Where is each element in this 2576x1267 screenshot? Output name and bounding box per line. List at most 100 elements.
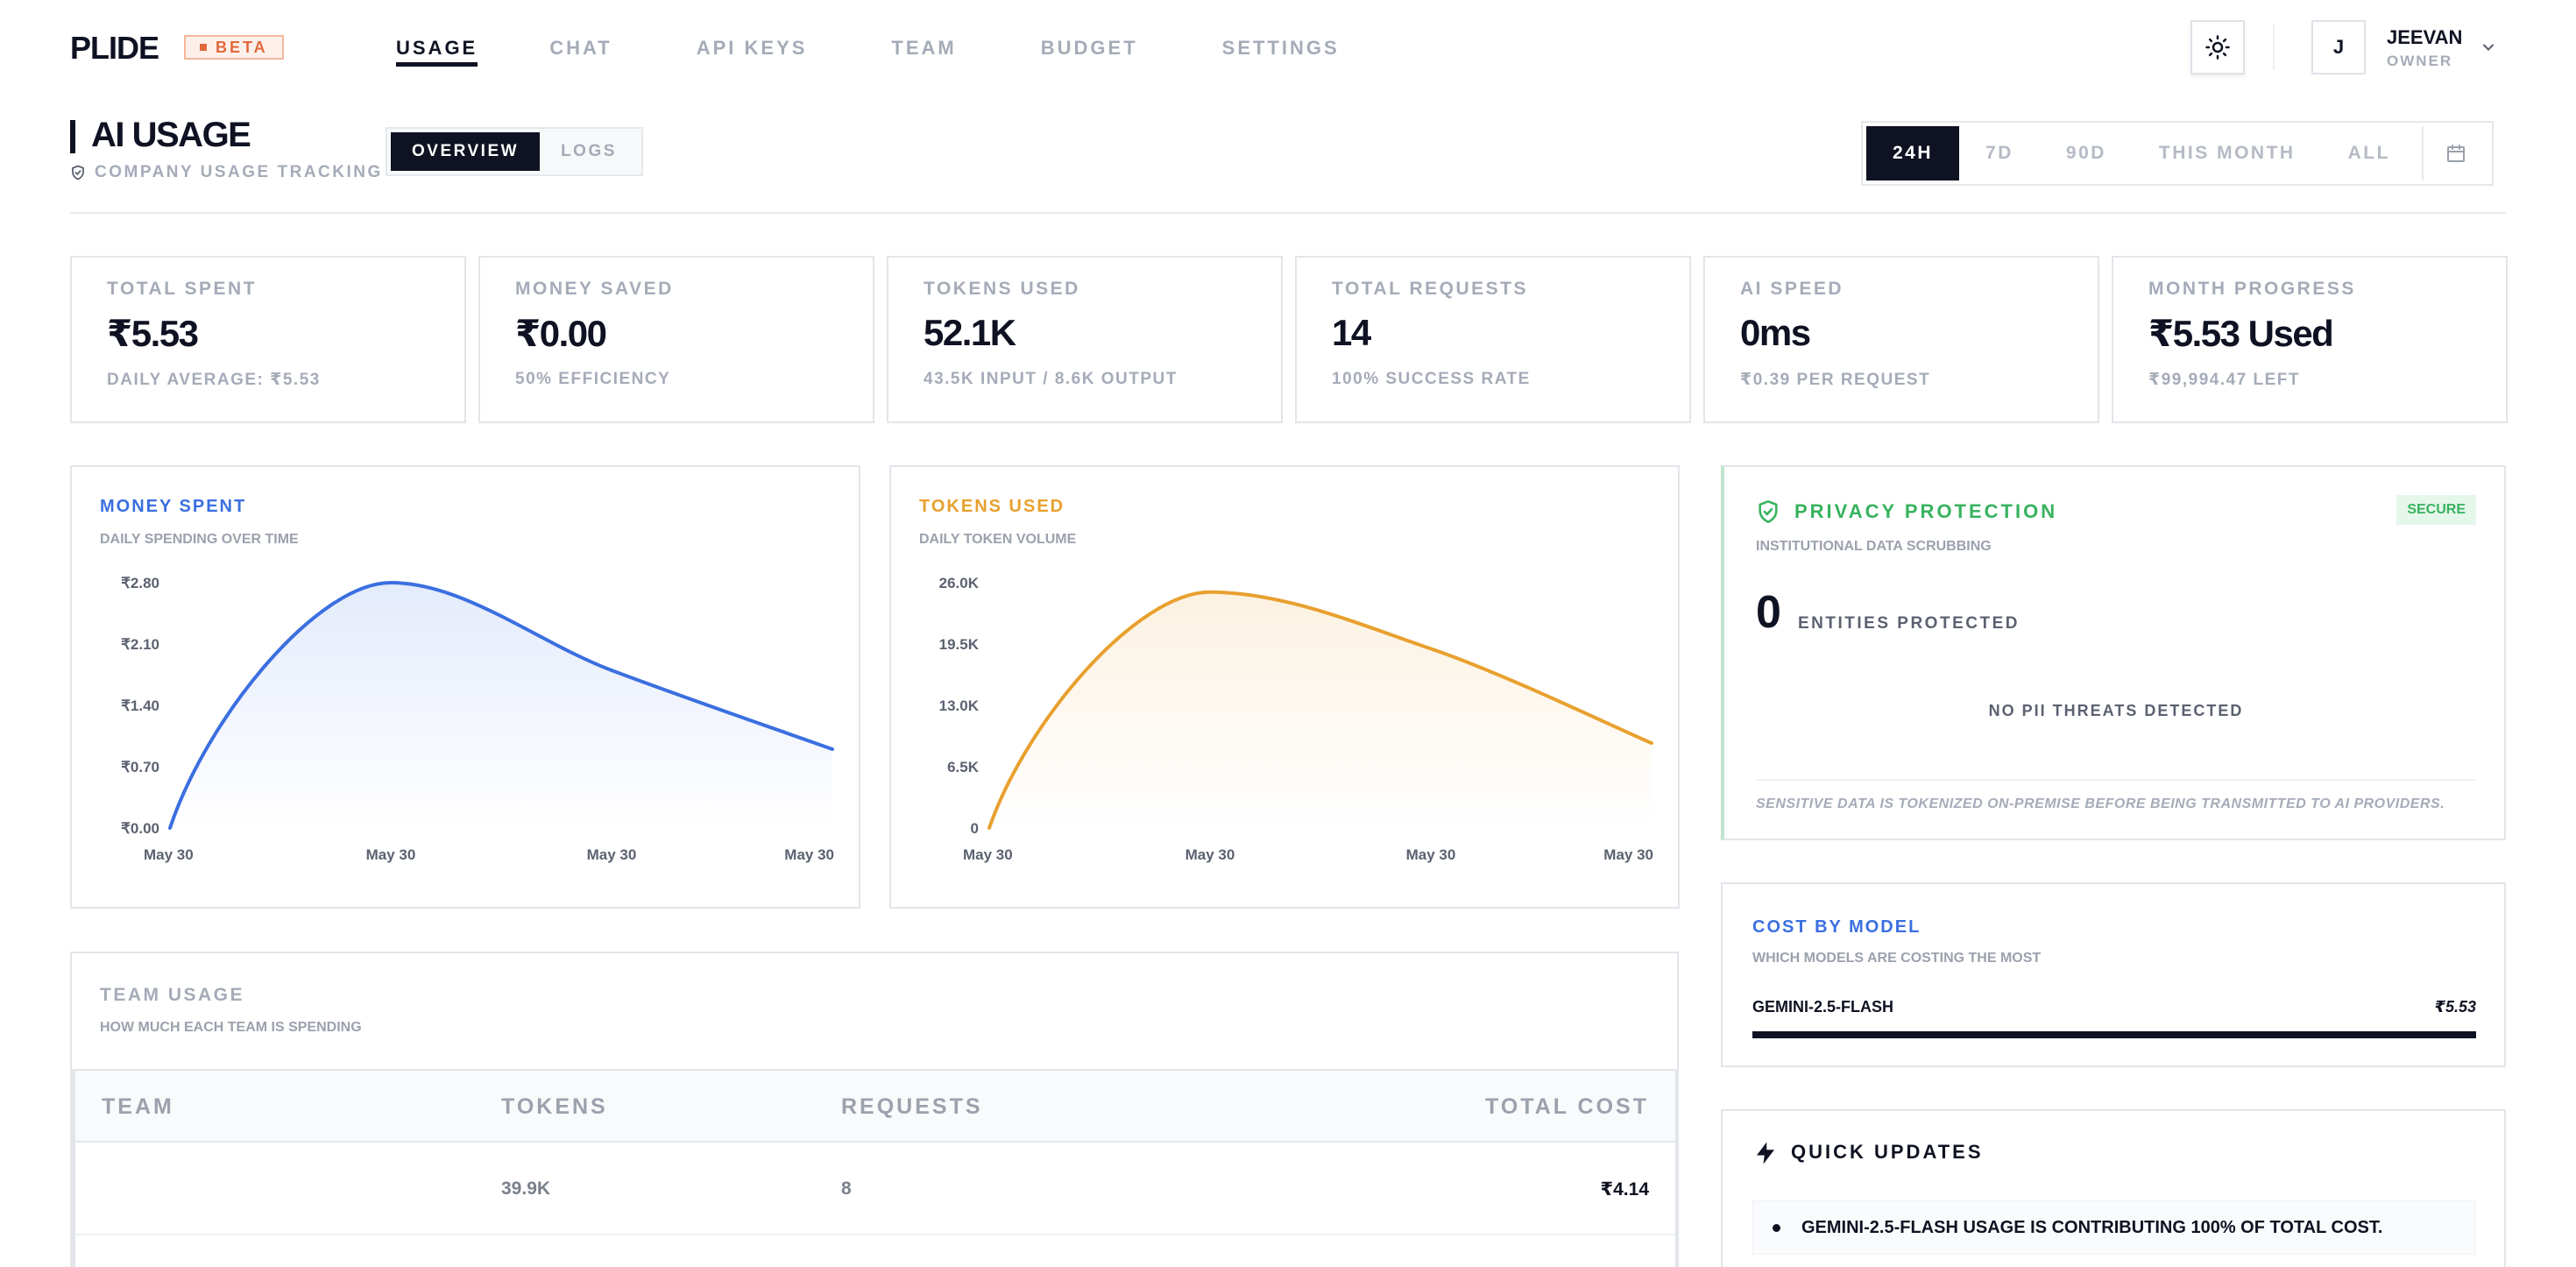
series-line [987, 590, 1653, 830]
secure-badge: SECURE [2396, 495, 2476, 525]
top-navigation-bar: PLIDE BETA USAGE CHAT API KEYS TEAM BUDG… [0, 0, 2576, 96]
range-7d-button[interactable]: 7D [1985, 143, 2013, 163]
column-header-total-cost[interactable]: TOTAL COST [1485, 1094, 1649, 1119]
range-this-month-button[interactable]: THIS MONTH [2158, 143, 2296, 163]
stat-label: TOTAL SPENT [107, 279, 258, 299]
logs-button[interactable]: LOGS [561, 142, 617, 160]
data-point [1209, 591, 1211, 593]
stat-subtext: DAILY AVERAGE: ₹5.53 [107, 371, 321, 389]
table-header-row: TEAM TOKENS REQUESTS TOTAL COST [75, 1071, 1675, 1143]
stat-value: ₹5.53 Used [2148, 313, 2334, 354]
x-tick-label: May 30 [963, 846, 1013, 863]
team-subtitle: HOW MUCH EACH TEAM IS SPENDING [100, 1020, 362, 1035]
page-title: AI USAGE [91, 116, 251, 154]
update-text: GEMINI-2.5-FLASH USAGE IS CONTRIBUTING 1… [1801, 1217, 2383, 1237]
cost-by-model-card: COST BY MODEL WHICH MODELS ARE COSTING T… [1721, 882, 2506, 1067]
chart-subtitle: DAILY TOKEN VOLUME [919, 532, 1077, 547]
model-name: GEMINI-2.5-FLASH [1752, 998, 1894, 1016]
y-tick-label: ₹0.00 [121, 820, 159, 837]
title-accent-bar [70, 120, 75, 153]
stat-value: ₹5.53 [107, 313, 199, 354]
data-point [390, 582, 392, 584]
updates-title: QUICK UPDATES [1791, 1141, 1984, 1163]
table-row[interactable] [75, 1235, 1675, 1267]
y-tick-label: 0 [971, 820, 979, 837]
y-tick-label: 19.5K [939, 636, 980, 653]
stat-label: TOKENS USED [924, 279, 1080, 299]
calendar-button[interactable] [2421, 126, 2488, 180]
theme-toggle-button[interactable] [2190, 20, 2245, 74]
stat-card-ai-speed: AI SPEED 0ms ₹0.39 PER REQUEST [1703, 256, 2099, 423]
stat-value: ₹0.00 [515, 313, 607, 354]
y-tick-label: ₹2.80 [121, 575, 159, 591]
range-24h-button[interactable]: 24H [1866, 126, 1960, 180]
column-header-tokens[interactable]: TOKENS [501, 1094, 608, 1119]
stat-label: MONTH PROGRESS [2148, 279, 2356, 299]
range-all-button[interactable]: ALL [2347, 143, 2390, 163]
stat-label: TOTAL REQUESTS [1332, 279, 1529, 299]
column-header-requests[interactable]: REQUESTS [841, 1094, 983, 1119]
chart-title: TOKENS USED [919, 497, 1065, 516]
stat-subtext: 43.5K INPUT / 8.6K OUTPUT [924, 370, 1178, 388]
stat-value: 52.1K [924, 312, 1016, 353]
tab-settings[interactable]: SETTINGS [1221, 37, 1340, 59]
entities-label: ENTITIES PROTECTED [1798, 614, 2020, 633]
tokens-used-chart: 26.0K 19.5K 13.0K 6.5K 0 May 30 May 30 May 30 Ma… [939, 575, 1653, 863]
area-fill [989, 591, 1652, 828]
stat-value: 0ms [1740, 312, 1811, 353]
column-header-team[interactable]: TEAM [102, 1094, 174, 1119]
table-row[interactable]: 39.9K 8 ₹4.14 [75, 1143, 1675, 1235]
stat-subtext: 100% SUCCESS RATE [1332, 370, 1531, 388]
update-item: GEMINI-2.5-FLASH USAGE IS CONTRIBUTING 1… [1752, 1200, 2476, 1255]
shield-icon [72, 165, 84, 180]
main-nav-tabs: USAGE CHAT API KEYS TEAM BUDGET SETTINGS [396, 0, 1340, 96]
overview-button[interactable]: OVERVIEW [391, 132, 541, 171]
tokens-used-chart-card: TOKENS USED DAILY TOKEN VOLUME 26.0K 19.5… [889, 465, 1680, 909]
requests-cell: 8 [841, 1179, 852, 1199]
series-line [168, 580, 834, 830]
team-usage-table: TEAM TOKENS REQUESTS TOTAL COST 39.9K 8 … [72, 1069, 1677, 1267]
team-usage-card: TEAM USAGE HOW MUCH EACH TEAM IS SPENDIN… [70, 952, 1679, 1267]
y-tick-label: ₹0.70 [121, 759, 159, 775]
entities-count: 0 [1756, 587, 1781, 638]
stat-label: MONEY SAVED [515, 279, 674, 299]
tab-usage[interactable]: USAGE [396, 0, 478, 96]
range-90d-button[interactable]: 90D [2065, 143, 2106, 163]
y-tick-label: ₹2.10 [121, 636, 159, 653]
x-tick-label: May 30 [784, 846, 834, 863]
stat-card-total-requests: TOTAL REQUESTS 14 100% SUCCESS RATE [1295, 256, 1691, 423]
view-toggle: OVERVIEW LOGS [386, 127, 643, 176]
data-point [169, 827, 171, 829]
calendar-icon [2446, 145, 2465, 162]
stat-card-tokens-used: TOKENS USED 52.1K 43.5K INPUT / 8.6K OUT… [887, 256, 1283, 423]
app-logo[interactable]: PLIDE [70, 30, 159, 66]
stat-subtext: ₹99,994.47 LEFT [2148, 371, 2301, 389]
tab-budget[interactable]: BUDGET [1040, 37, 1138, 59]
stat-subtext: 50% EFFICIENCY [515, 370, 671, 388]
money-spent-chart: ₹2.80 ₹2.10 ₹1.40 ₹0.70 ₹0.00 May 30 May 30 May… [121, 575, 834, 863]
cost-subtitle: WHICH MODELS ARE COSTING THE MOST [1752, 951, 2042, 966]
page-subtitle: COMPANY USAGE TRACKING [70, 163, 383, 182]
divider [2273, 25, 2275, 70]
chevron-down-icon[interactable] [2480, 39, 2497, 56]
x-tick-label: May 30 [366, 846, 416, 863]
bullet-icon [1773, 1223, 1780, 1232]
shield-check-icon [1759, 500, 1778, 523]
stat-card-money-saved: MONEY SAVED ₹0.00 50% EFFICIENCY [478, 256, 874, 423]
lightning-icon [1757, 1142, 1774, 1164]
subtitle-text: COMPANY USAGE TRACKING [95, 163, 383, 181]
header-divider [70, 212, 2506, 214]
privacy-title: PRIVACY PROTECTION [1794, 500, 2058, 522]
x-tick-label: May 30 [1185, 846, 1235, 863]
avatar[interactable]: J [2311, 20, 2366, 74]
user-name[interactable]: JEEVAN [2387, 26, 2463, 48]
tab-api-keys[interactable]: API KEYS [696, 37, 808, 59]
tab-team[interactable]: TEAM [891, 37, 957, 59]
stat-label: AI SPEED [1740, 279, 1844, 299]
x-tick-label: May 30 [587, 846, 637, 863]
data-point [1430, 648, 1432, 649]
x-tick-label: May 30 [1406, 846, 1456, 863]
cost-title: COST BY MODEL [1752, 917, 1921, 937]
x-tick-label: May 30 [1603, 846, 1653, 863]
tab-chat[interactable]: CHAT [549, 37, 612, 59]
